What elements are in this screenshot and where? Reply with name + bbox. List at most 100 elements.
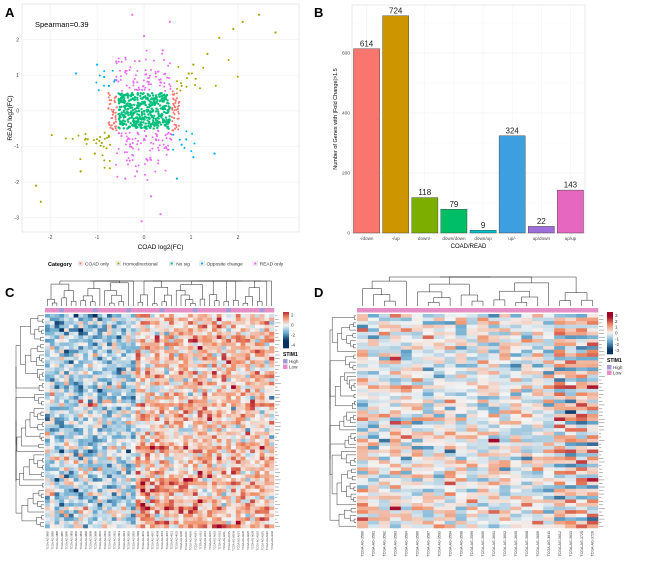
- heatmap-cell: [197, 474, 203, 479]
- heatmap-cell: [565, 399, 577, 404]
- heatmap-cell: [107, 492, 113, 497]
- heatmap-cell: [269, 396, 275, 400]
- heatmap-cell: [111, 445, 117, 450]
- heatmap-cell: [78, 517, 84, 522]
- data-point: [137, 140, 140, 142]
- heatmap-cell: [197, 421, 203, 425]
- heatmap-cell: [245, 328, 251, 333]
- heatmap-cell: [68, 314, 74, 318]
- heatmap-cell: [145, 321, 151, 325]
- heatmap-cell: [97, 449, 103, 454]
- heatmap-cell: [121, 513, 127, 518]
- data-point: [176, 108, 179, 111]
- heatmap-cell: [130, 328, 136, 333]
- heatmap-cell: [259, 517, 265, 522]
- heatmap-cell: [102, 428, 108, 432]
- heatmap-cell: [121, 388, 127, 393]
- heatmap-cell: [54, 445, 60, 450]
- heatmap-cell: [245, 478, 251, 482]
- heatmap-cell: [45, 524, 51, 529]
- heatmap-cell: [54, 442, 60, 447]
- heatmap-cell: [192, 492, 198, 497]
- heatmap-cell: [92, 356, 98, 361]
- heatmap-cell: [202, 517, 208, 522]
- heatmap-cell: [45, 388, 51, 393]
- heatmap-cell: [433, 371, 445, 375]
- heatmap-cell: [587, 321, 599, 325]
- heatmap-cell: [83, 428, 89, 432]
- heatmap-cell: [54, 342, 60, 347]
- heatmap-cell: [145, 381, 151, 386]
- data-point: [120, 60, 123, 63]
- heatmap-cell: [231, 367, 237, 372]
- heatmap-cell: [130, 338, 136, 343]
- heatmap-cell: [254, 463, 260, 468]
- heatmap-cell: [240, 485, 246, 490]
- heatmap-cell: [107, 328, 113, 333]
- heatmap-cell: [116, 488, 122, 493]
- heatmap-cell: [111, 474, 117, 479]
- heatmap-cells: [357, 314, 599, 529]
- data-point: [154, 70, 157, 73]
- heatmap-cell: [433, 413, 445, 418]
- heatmap-cell: [140, 435, 146, 440]
- data-point: [157, 70, 160, 73]
- heatmap-cell: [149, 417, 156, 422]
- heatmap-cell: [183, 513, 189, 518]
- heatmap-cell: [235, 417, 241, 422]
- heatmap-cell: [477, 435, 489, 440]
- data-point: [146, 178, 149, 181]
- heatmap-cell: [245, 324, 251, 329]
- heatmap-cell: [269, 492, 275, 497]
- heatmap-cell: [164, 417, 170, 422]
- heatmap-cell: [130, 392, 136, 397]
- heatmap-cell: [87, 367, 94, 372]
- data-point: [79, 170, 82, 173]
- heatmap-cell: [254, 406, 260, 411]
- heatmap-cell: [499, 314, 511, 318]
- data-point: [178, 138, 181, 141]
- data-point: [98, 139, 101, 142]
- heatmap-cell: [231, 381, 237, 386]
- dendrogram-branch: [373, 294, 391, 306]
- heatmap-cell: [154, 335, 160, 340]
- heatmap-cell: [554, 438, 566, 443]
- dendrogram-branch: [36, 517, 42, 525]
- heatmap-cell: [169, 388, 175, 393]
- dendrogram-branch: [154, 287, 169, 304]
- heatmap-d-panel: TCGA-AG-3580 TCGA-AG-3581 TCGA-AG-3582 TCGA…: [329, 276, 623, 557]
- heatmap-cell: [250, 503, 256, 507]
- heatmap-cell: [207, 410, 213, 415]
- data-point: [124, 143, 127, 146]
- heatmap-cell: [154, 442, 160, 447]
- heatmap-cell: [111, 481, 117, 486]
- heatmap-cell: [207, 488, 213, 493]
- heatmap-cell: [250, 481, 256, 486]
- heatmap-cell: [97, 342, 103, 347]
- heatmap-cell: [73, 374, 79, 379]
- heatmap-cell: [259, 449, 265, 454]
- heatmap-cell: [455, 424, 467, 429]
- heatmap-cell: [116, 331, 122, 336]
- heatmap-cell: [83, 424, 89, 429]
- heatmap-cell: [444, 331, 456, 336]
- heatmap-cell: [211, 367, 218, 372]
- heatmap-cell: [178, 363, 184, 368]
- legend-label: READ only: [260, 262, 284, 268]
- annotation-cell: [400, 308, 413, 313]
- data-point: [64, 137, 67, 140]
- data-point: [144, 86, 147, 89]
- heatmap-cell: [367, 410, 380, 415]
- heatmap-cell: [121, 392, 127, 397]
- column-label: TCGA-AG-3885: [55, 530, 59, 549]
- heatmap-cell: [188, 431, 194, 436]
- heatmap-cell: [159, 503, 165, 507]
- column-label: TCGA-AG-4015: [165, 530, 169, 549]
- heatmap-cell: [135, 517, 141, 522]
- heatmap-cell: [226, 503, 232, 507]
- annotation-cell: [264, 308, 270, 313]
- heatmap-cell: [235, 492, 241, 497]
- heatmap-cell: [587, 356, 599, 361]
- heatmap-cell: [576, 324, 588, 329]
- heatmap-cell: [192, 363, 198, 368]
